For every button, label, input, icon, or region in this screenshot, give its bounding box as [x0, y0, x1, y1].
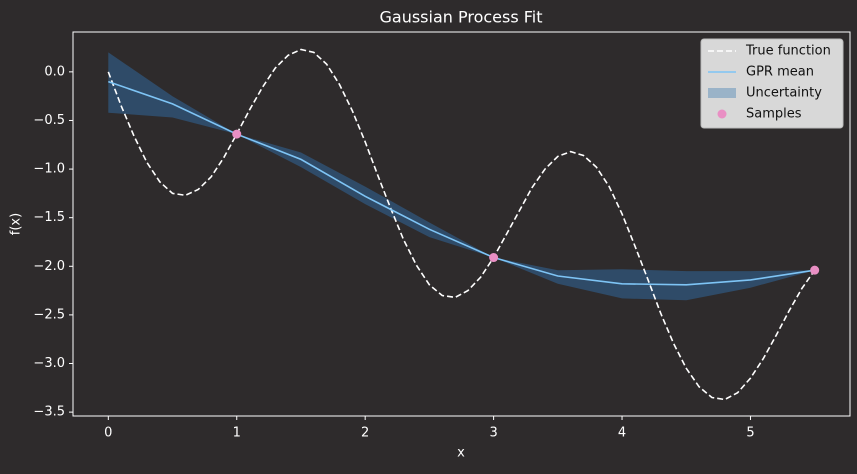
- legend-swatch: [717, 109, 727, 119]
- legend-label: GPR mean: [746, 65, 814, 80]
- y-tick-label: −0.5: [33, 113, 65, 128]
- legend-label: Samples: [746, 107, 802, 122]
- y-tick-label: −3.0: [33, 356, 65, 371]
- mean-line: [108, 80, 815, 286]
- x-tick-label: 0: [104, 426, 112, 441]
- y-tick-label: −1.5: [33, 210, 65, 225]
- y-tick-label: −1.0: [33, 162, 65, 177]
- uncertainty-band: [108, 52, 815, 301]
- chart-title: Gaussian Process Fit: [379, 8, 542, 27]
- axes-frame: [72, 31, 851, 417]
- y-tick-label: −2.0: [33, 259, 65, 274]
- legend-swatch: [708, 88, 736, 98]
- y-tick-label: 0.0: [44, 64, 65, 79]
- legend-label: True function: [745, 44, 831, 59]
- legend-label: Uncertainty: [746, 86, 822, 101]
- sample-point: [489, 253, 499, 263]
- sample-point: [232, 129, 242, 139]
- x-tick-label: 4: [618, 426, 626, 441]
- true-function-line: [107, 48, 816, 401]
- plot-area: [107, 48, 820, 401]
- y-tick-label: −2.5: [33, 307, 65, 322]
- sample-point: [810, 265, 820, 275]
- x-tick-label: 3: [489, 426, 497, 441]
- x-axis-label: x: [457, 446, 465, 461]
- legend-box: [700, 38, 844, 129]
- y-tick-label: −3.5: [33, 405, 65, 420]
- x-tick-label: 2: [361, 426, 369, 441]
- x-tick-label: 1: [233, 426, 241, 441]
- x-tick-label: 5: [746, 426, 754, 441]
- y-axis-label: f(x): [9, 213, 24, 235]
